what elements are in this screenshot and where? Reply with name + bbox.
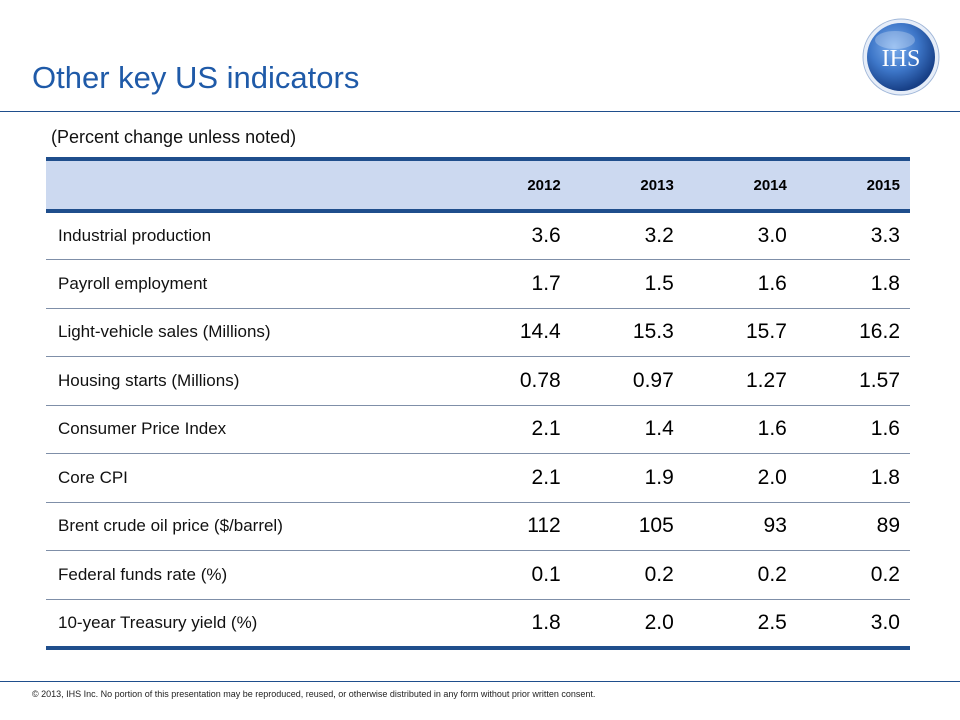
row-label: Federal funds rate (%)	[46, 550, 458, 600]
cell-value: 1.5	[570, 259, 684, 309]
header-year-2012: 2012	[457, 157, 571, 213]
cell-value: 1.4	[570, 405, 684, 454]
cell-value: 112	[457, 502, 571, 551]
table-row: Federal funds rate (%) 0.1 0.2 0.2 0.2	[46, 550, 910, 600]
cell-value: 3.0	[796, 599, 910, 650]
table-row: Industrial production 3.6 3.2 3.0 3.3	[46, 211, 910, 260]
cell-value: 3.6	[457, 211, 571, 260]
footer-divider	[0, 681, 960, 682]
cell-value: 16.2	[796, 308, 910, 357]
cell-value: 1.8	[796, 453, 910, 503]
header-year-2013: 2013	[570, 157, 684, 213]
indicators-table: 2012 2013 2014 2015 Industrial productio…	[46, 157, 910, 650]
row-label: Core CPI	[46, 453, 458, 503]
cell-value: 1.57	[796, 356, 910, 406]
cell-value: 2.5	[683, 599, 797, 650]
cell-value: 2.1	[457, 405, 571, 454]
cell-value: 3.0	[683, 211, 797, 260]
cell-value: 0.2	[683, 550, 797, 600]
header-cell-blank	[46, 157, 458, 213]
row-label: Payroll employment	[46, 259, 458, 309]
page-title: Other key US indicators	[32, 60, 360, 95]
copyright-notice: © 2013, IHS Inc. No portion of this pres…	[32, 689, 596, 699]
cell-value: 105	[570, 502, 684, 551]
table-row: Consumer Price Index 2.1 1.4 1.6 1.6	[46, 405, 910, 454]
table-note: (Percent change unless noted)	[51, 127, 297, 147]
cell-value: 2.0	[570, 599, 684, 650]
cell-value: 0.78	[457, 356, 571, 406]
cell-value: 0.2	[570, 550, 684, 600]
cell-value: 3.3	[796, 211, 910, 260]
row-label: 10-year Treasury yield (%)	[46, 599, 458, 650]
table-row: Light-vehicle sales (Millions) 14.4 15.3…	[46, 308, 910, 357]
cell-value: 1.6	[683, 405, 797, 454]
cell-value: 1.7	[457, 259, 571, 309]
header-year-2015: 2015	[796, 157, 910, 213]
cell-value: 0.97	[570, 356, 684, 406]
header-year-2014: 2014	[683, 157, 797, 213]
ihs-logo: IHS	[862, 18, 940, 96]
row-label: Housing starts (Millions)	[46, 356, 458, 406]
cell-value: 93	[683, 502, 797, 551]
row-label: Light-vehicle sales (Millions)	[46, 308, 458, 357]
table-row: 10-year Treasury yield (%) 1.8 2.0 2.5 3…	[46, 599, 910, 650]
cell-value: 14.4	[457, 308, 571, 357]
cell-value: 0.2	[796, 550, 910, 600]
cell-value: 1.9	[570, 453, 684, 503]
table-row: Payroll employment 1.7 1.5 1.6 1.8	[46, 259, 910, 309]
cell-value: 15.3	[570, 308, 684, 357]
cell-value: 0.1	[457, 550, 571, 600]
row-label: Industrial production	[46, 211, 458, 260]
cell-value: 1.27	[683, 356, 797, 406]
cell-value: 2.1	[457, 453, 571, 503]
cell-value: 89	[796, 502, 910, 551]
cell-value: 1.6	[796, 405, 910, 454]
logo-text: IHS	[882, 46, 921, 72]
row-label: Brent crude oil price ($/barrel)	[46, 502, 458, 551]
table-header-row: 2012 2013 2014 2015	[46, 157, 910, 213]
table-row: Core CPI 2.1 1.9 2.0 1.8	[46, 453, 910, 503]
table-row: Brent crude oil price ($/barrel) 112 105…	[46, 502, 910, 551]
cell-value: 2.0	[683, 453, 797, 503]
cell-value: 1.8	[457, 599, 571, 650]
cell-value: 1.6	[683, 259, 797, 309]
cell-value: 1.8	[796, 259, 910, 309]
title-divider	[0, 111, 960, 112]
table-row: Housing starts (Millions) 0.78 0.97 1.27…	[46, 356, 910, 406]
cell-value: 3.2	[570, 211, 684, 260]
row-label: Consumer Price Index	[46, 405, 458, 454]
cell-value: 15.7	[683, 308, 797, 357]
